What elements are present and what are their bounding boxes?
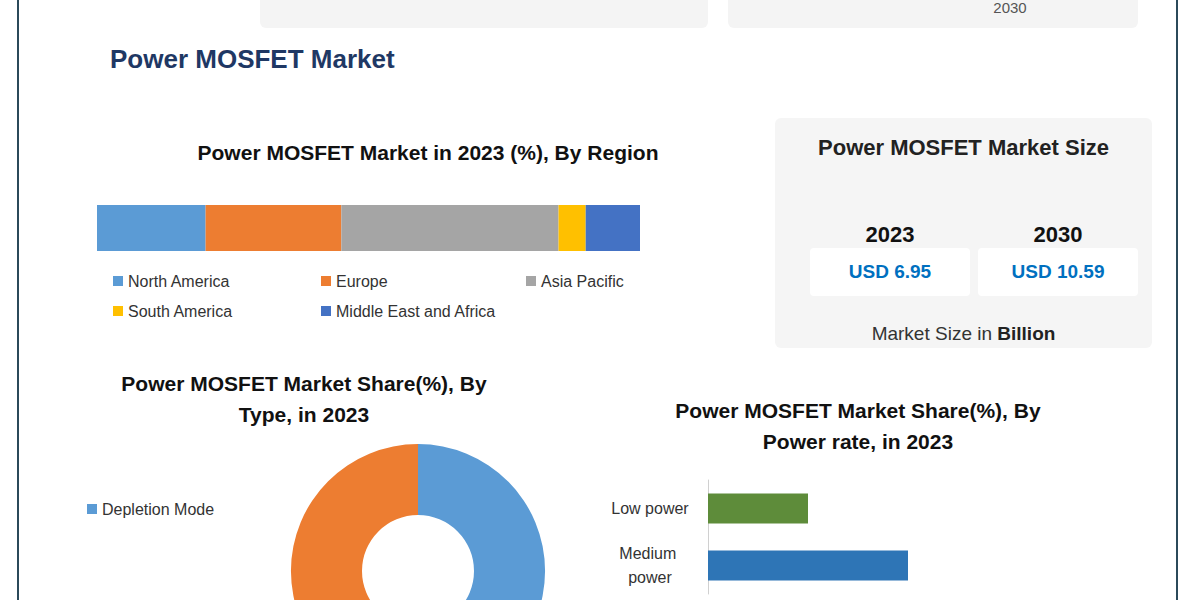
html-text:Power MOSFET Market in 2023 (%: Power MOSFET Market in 2023 (%), By Regi…: [197, 141, 659, 164]
svg-text:Europe: Europe: [336, 273, 388, 290]
html-text:Power MOSFET Market: Power MOSFET Market: [110, 44, 395, 74]
svg-text:Middle East and Africa: Middle East and Africa: [336, 303, 495, 320]
svg-text:South America: South America: [128, 303, 232, 320]
svg-text:Asia Pacific: Asia Pacific: [541, 273, 624, 290]
html-text:Power MOSFET Market Share(%),: Power MOSFET Market Share(%), By Type, i…: [121, 372, 487, 426]
html-text:2030: 2030: [993, 0, 1027, 16]
html-text:2030: 2030: [1033, 222, 1083, 247]
html-text:Power MOSFET Market Share(%),: Power MOSFET Market Share(%), By Power r…: [675, 399, 1041, 453]
html-text:USD 6.95: USD 6.95: [848, 261, 932, 282]
html-text:Power MOSFET Market Size: Power MOSFET Market Size: [818, 135, 1109, 160]
svg-text:North America: North America: [128, 273, 229, 290]
html-text:USD 10.59: USD 10.59: [1011, 261, 1105, 282]
svg-text:Medium: Medium: [619, 545, 680, 562]
html-text:2023: 2023: [865, 222, 915, 247]
svg-text:Low power: Low power: [611, 500, 689, 517]
html-text:Market Size in Billion: Market Size in Billion: [871, 323, 1056, 344]
svg-text:power: power: [628, 569, 672, 586]
svg-text:Depletion Mode: Depletion Mode: [102, 501, 214, 518]
